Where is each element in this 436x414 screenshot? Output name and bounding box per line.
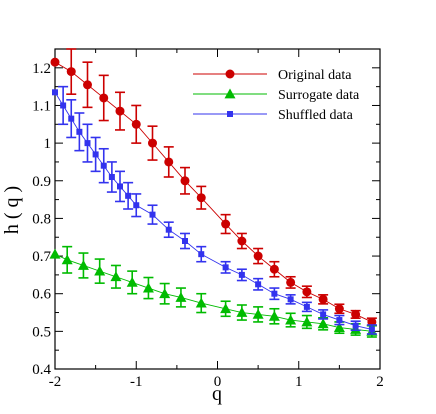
data-point bbox=[108, 174, 115, 180]
data-point bbox=[287, 296, 294, 303]
data-point bbox=[268, 310, 280, 321]
data-point bbox=[318, 294, 328, 304]
data-point bbox=[125, 192, 132, 199]
series-circle bbox=[50, 48, 377, 327]
data-point bbox=[164, 157, 174, 167]
x-tick-label: 0 bbox=[214, 374, 222, 390]
data-point bbox=[336, 317, 343, 324]
data-point bbox=[285, 314, 297, 325]
data-point bbox=[303, 303, 310, 310]
data-point bbox=[133, 202, 140, 209]
data-point bbox=[99, 93, 109, 103]
data-point bbox=[286, 277, 296, 287]
data-point bbox=[252, 308, 264, 319]
x-tick-label: -1 bbox=[130, 374, 143, 390]
data-point bbox=[175, 291, 187, 302]
data-point bbox=[333, 322, 345, 332]
data-point bbox=[50, 57, 60, 67]
data-point bbox=[92, 151, 99, 158]
data-point bbox=[352, 322, 359, 329]
data-point bbox=[236, 307, 248, 317]
series-line bbox=[54, 253, 372, 332]
data-point bbox=[148, 138, 157, 148]
x-tick-label: 2 bbox=[376, 374, 384, 390]
data-point bbox=[253, 251, 263, 261]
data-point bbox=[320, 311, 327, 318]
data-point bbox=[301, 316, 313, 327]
data-point bbox=[84, 140, 91, 147]
data-point bbox=[237, 236, 247, 246]
data-point bbox=[76, 128, 83, 135]
data-point bbox=[94, 265, 106, 276]
data-point bbox=[302, 287, 312, 297]
y-tick-label: 0.4 bbox=[32, 362, 51, 378]
data-point bbox=[159, 288, 171, 299]
y-tick-label: 1.2 bbox=[32, 61, 51, 77]
data-series bbox=[49, 48, 378, 338]
data-point bbox=[196, 193, 206, 203]
legend-entry: Surrogate data bbox=[193, 88, 360, 103]
data-point bbox=[142, 282, 154, 293]
y-tick-label: 0.5 bbox=[32, 324, 51, 340]
data-point bbox=[195, 297, 207, 308]
x-axis-title: q bbox=[212, 383, 222, 405]
data-point bbox=[68, 115, 75, 122]
data-point bbox=[61, 254, 73, 265]
data-point bbox=[238, 271, 245, 278]
legend-entry: Original data bbox=[193, 68, 352, 83]
y-tick-label: 1.1 bbox=[32, 98, 51, 114]
data-point bbox=[255, 281, 262, 288]
data-point bbox=[368, 326, 375, 333]
series-triangle bbox=[49, 245, 378, 338]
legend: Original data Surrogate data Shuffled data bbox=[193, 68, 360, 123]
data-point bbox=[60, 102, 67, 109]
data-point bbox=[149, 211, 156, 218]
legend-marker bbox=[224, 88, 236, 99]
data-point bbox=[165, 226, 172, 233]
data-point bbox=[351, 309, 361, 319]
axis-tick-labels: -2 -1 0 1 2 0.4 0.5 0.6 0.7 0.8 0.9 1 1.1 1.2 bbox=[32, 61, 384, 390]
x-tick-label: -2 bbox=[49, 374, 62, 390]
legend-marker bbox=[225, 69, 235, 79]
data-point bbox=[220, 303, 232, 314]
axis-ticks bbox=[54, 49, 381, 370]
series-square bbox=[52, 85, 377, 335]
legend-entry: Shuffled data bbox=[193, 108, 354, 123]
data-point bbox=[271, 290, 278, 297]
data-point bbox=[317, 318, 329, 329]
legend-label: Surrogate data bbox=[278, 88, 360, 103]
data-point bbox=[221, 219, 231, 229]
data-point bbox=[131, 119, 141, 129]
data-point bbox=[83, 80, 92, 90]
data-point bbox=[126, 276, 138, 287]
data-point bbox=[66, 67, 76, 77]
data-point bbox=[117, 183, 123, 190]
legend-label: Shuffled data bbox=[278, 108, 354, 123]
data-point bbox=[100, 162, 107, 169]
data-point bbox=[110, 271, 122, 282]
data-point bbox=[77, 259, 89, 270]
y-tick-label: 0.6 bbox=[32, 287, 51, 303]
data-point bbox=[334, 304, 344, 314]
y-tick-label: 0.8 bbox=[32, 211, 51, 227]
data-point bbox=[269, 264, 279, 274]
data-point bbox=[182, 238, 188, 244]
y-axis-title: h ( q ) bbox=[1, 186, 23, 234]
y-tick-label: 1 bbox=[44, 136, 52, 152]
data-point bbox=[49, 248, 61, 259]
legend-marker bbox=[227, 111, 233, 117]
data-point bbox=[198, 251, 205, 258]
y-tick-label: 0.9 bbox=[32, 174, 51, 190]
legend-label: Original data bbox=[278, 68, 352, 83]
data-point bbox=[52, 89, 58, 96]
data-point bbox=[222, 264, 229, 271]
data-point bbox=[180, 176, 190, 186]
y-tick-label: 0.7 bbox=[32, 249, 51, 265]
x-tick-label: 1 bbox=[295, 374, 303, 390]
data-point bbox=[115, 106, 125, 116]
